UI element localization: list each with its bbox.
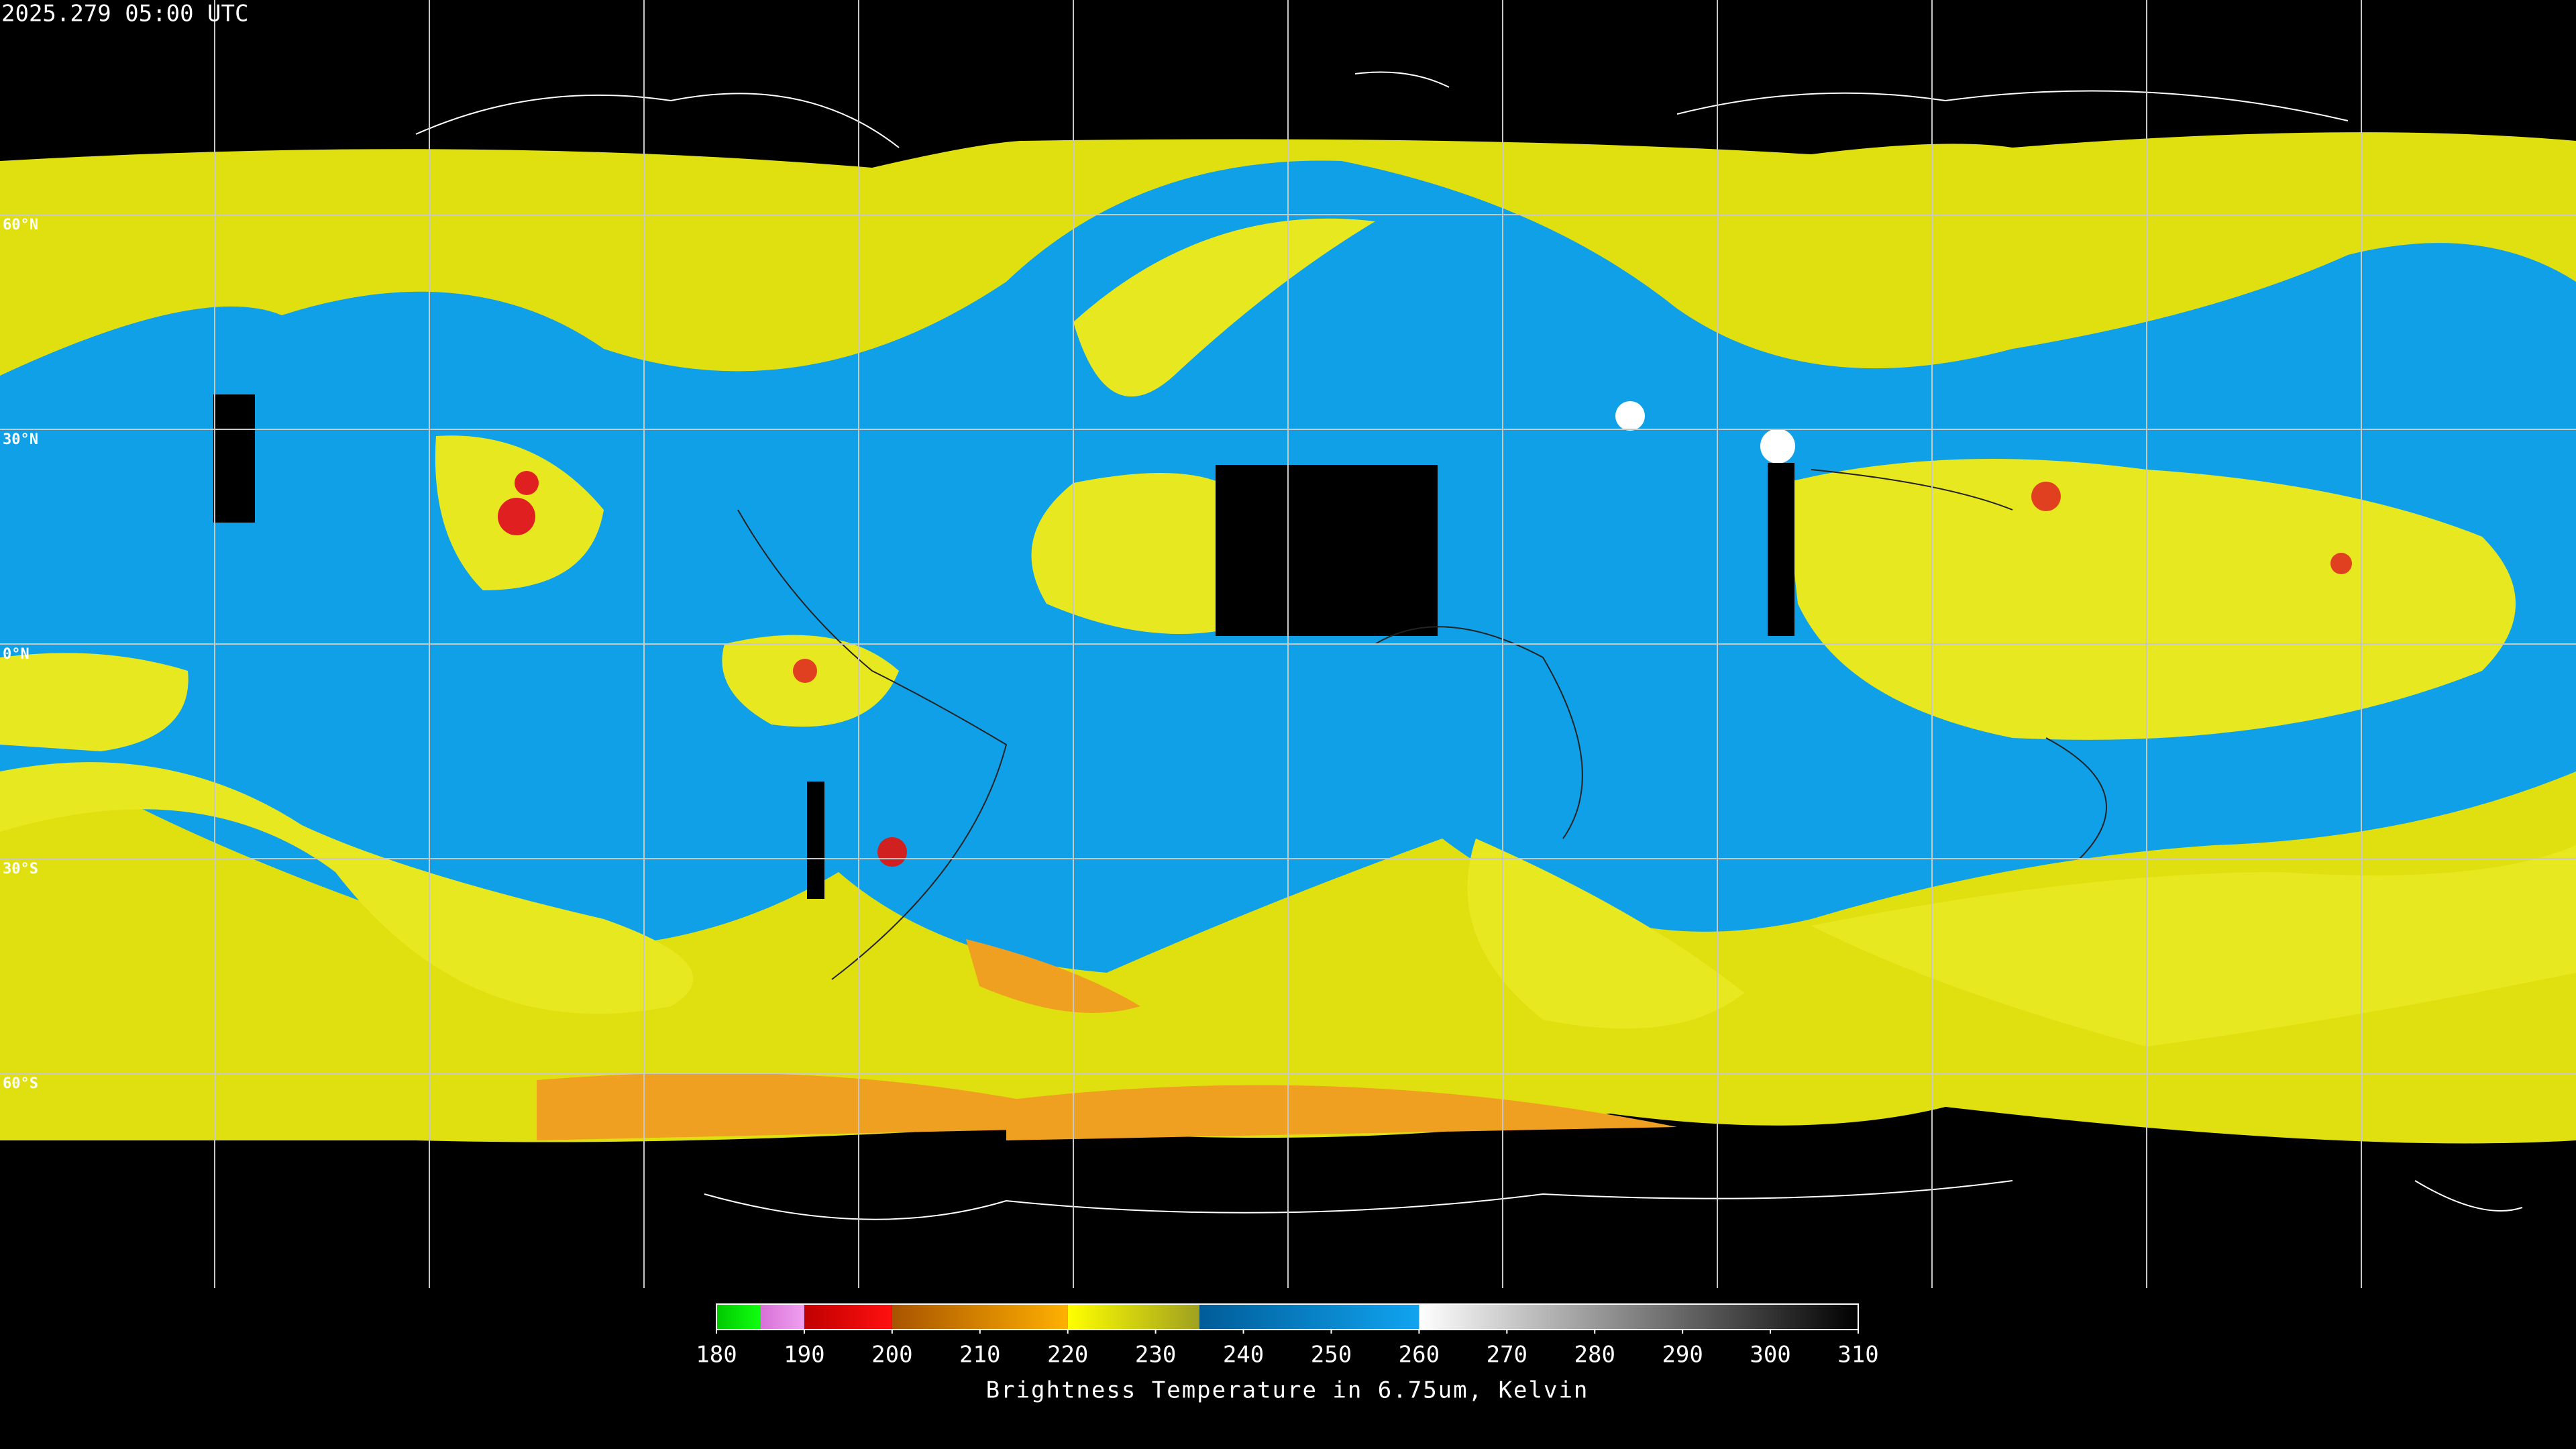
colorbar-label: Brightness Temperature in 6.75um, Kelvin [986, 1377, 1589, 1404]
missing-data [1768, 463, 1794, 636]
hot-spot [1615, 401, 1645, 431]
grid-lines [0, 0, 2576, 1288]
moist-region [1784, 459, 2516, 740]
colorbar-tick-label: 250 [1311, 1342, 1352, 1368]
colorbar-tick-label: 260 [1399, 1342, 1440, 1368]
colorbar-segment [1067, 1304, 1200, 1330]
cold-region [966, 939, 1140, 1013]
missing-data [1216, 465, 1438, 636]
latitude-label: 30°S [3, 861, 38, 877]
convective-core [2031, 482, 2061, 511]
colorbar-frame [716, 1303, 1859, 1330]
latitude-label: 0°N [3, 646, 30, 663]
colorbar-tick-label: 310 [1837, 1342, 1878, 1368]
hot-spot [1760, 429, 1795, 464]
graticule [0, 0, 2576, 1288]
latitude-label: 60°N [3, 217, 38, 233]
colorbar-tick-label: 230 [1135, 1342, 1176, 1368]
latitude-labels: 60°N 30°N 0°N 30°S 60°S [3, 217, 38, 1092]
latitude-label: 60°S [3, 1075, 38, 1092]
moist-band [1467, 839, 1744, 1029]
convective-core [2330, 553, 2352, 574]
colorbar-segment [804, 1304, 892, 1330]
colorbar: 180 190 200 210 220 230 240 250 260 270 280 290 300 3… [696, 1303, 1879, 1368]
colorbar-tick-label: 190 [784, 1342, 824, 1368]
colorbar-tick-label: 220 [1047, 1342, 1088, 1368]
convective-core [498, 498, 535, 535]
latitude-label: 30°N [3, 431, 38, 448]
colorbar-segment [892, 1304, 1068, 1330]
moist-region [0, 653, 189, 751]
moist-region [1031, 473, 1221, 634]
colorbar-tick-label: 280 [1574, 1342, 1615, 1368]
missing-data [213, 394, 255, 523]
colorbar-segment [760, 1304, 804, 1330]
missing-data [807, 782, 824, 899]
colorbar-tick-label: 290 [1662, 1342, 1703, 1368]
moist-band [1073, 218, 1375, 397]
colorbar-segment [1199, 1304, 1419, 1330]
colorbar-segment [1419, 1304, 1858, 1330]
timestamp: 2025.279 05:00 UTC [1, 1, 248, 28]
moist-band [0, 762, 694, 1014]
convective-core [515, 471, 539, 495]
colorbar-tick-label: 240 [1223, 1342, 1264, 1368]
colorbar-tick-label: 270 [1487, 1342, 1527, 1368]
cold-region [537, 1073, 1140, 1140]
coastline [415, 71, 2523, 1220]
colorbar-tick-label: 200 [871, 1342, 912, 1368]
cold-region [1006, 1085, 1677, 1140]
colorbar-tick-label: 210 [959, 1342, 1000, 1368]
coastline [737, 469, 2107, 980]
colorbar-tick-label: 300 [1750, 1342, 1790, 1368]
colorbar-tick-label: 180 [696, 1342, 737, 1368]
moist-band [1811, 845, 2576, 1046]
convective-core [877, 837, 907, 867]
convective-core [793, 659, 817, 683]
colorbar-segment [716, 1304, 761, 1330]
